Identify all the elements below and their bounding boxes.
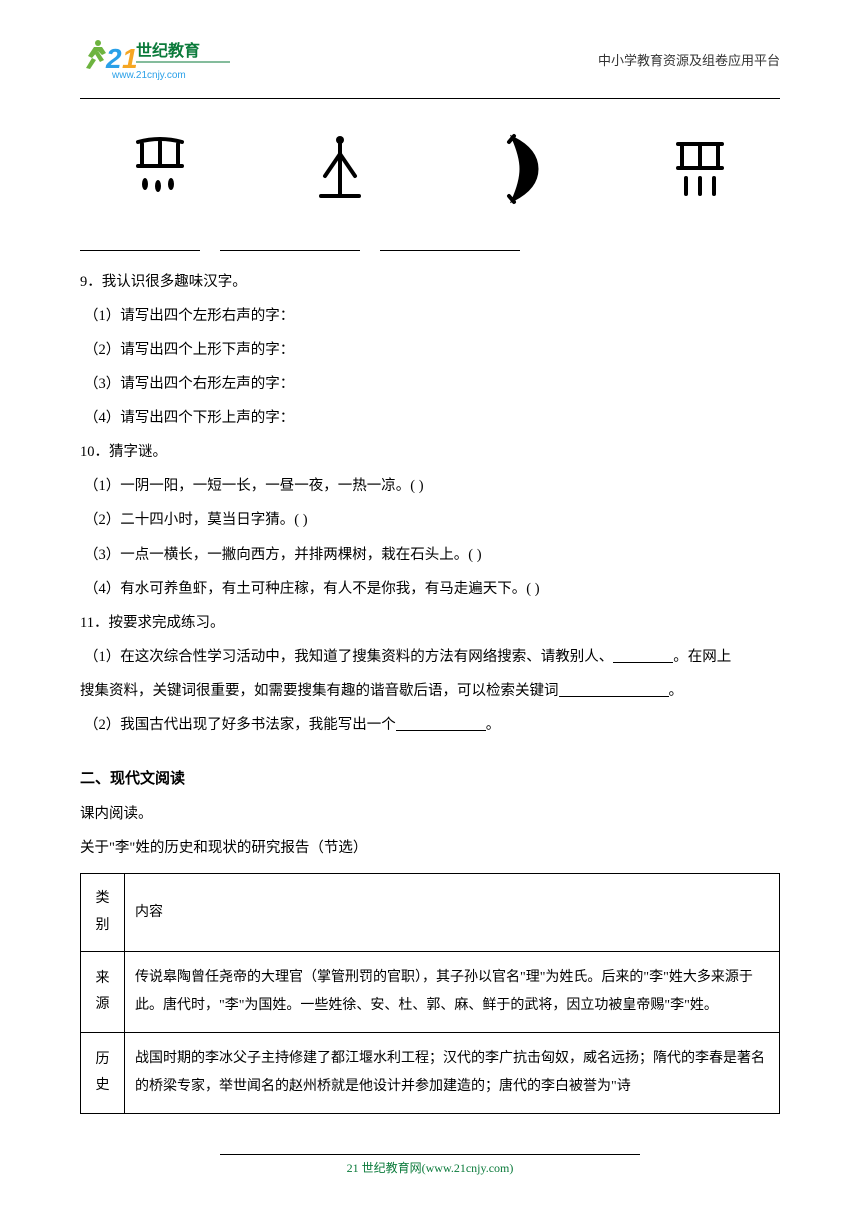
q10-item-3: （3）一点一横长，一撇向西方，并排两棵树，栽在石头上。( ) bbox=[80, 538, 780, 572]
glyph-1 bbox=[120, 129, 200, 209]
ancient-glyph-row bbox=[80, 129, 780, 209]
glyph-3 bbox=[480, 129, 560, 209]
table-content-history: 战国时期的李冰父子主持修建了都江堰水利工程；汉代的李广抗击匈奴，威名远扬；隋代的… bbox=[125, 1033, 780, 1114]
table-header-cat: 类别 bbox=[81, 874, 125, 952]
q9-item-2: （2）请写出四个上形下声的字： bbox=[80, 333, 780, 367]
logo-svg: 2 1 世纪教育 www.21cnjy.com bbox=[80, 38, 240, 82]
q11-p1-b: 。在网上 bbox=[673, 649, 731, 665]
q11-part1-line1: （1）在这次综合性学习活动中，我知道了搜集资料的方法有网络搜索、请教别人、 。在网… bbox=[80, 640, 780, 674]
q9-item-1: （1）请写出四个左形右声的字： bbox=[80, 299, 780, 333]
q9-title: 9．我认识很多趣味汉字。 bbox=[80, 265, 780, 299]
section-2-sub2: 关于"李"姓的历史和现状的研究报告（节选） bbox=[80, 831, 780, 865]
table-cat-history: 历史 bbox=[81, 1033, 125, 1114]
glyph-answer-blanks bbox=[80, 233, 780, 251]
q11-p1-d: 。 bbox=[669, 683, 684, 699]
q11-fill-1[interactable] bbox=[613, 662, 673, 663]
blank-1[interactable] bbox=[80, 233, 200, 251]
glyph-2 bbox=[300, 129, 380, 209]
svg-text:世纪教育: 世纪教育 bbox=[136, 41, 200, 60]
section-2-heading: 二、现代文阅读 bbox=[80, 762, 780, 797]
table-row: 类别 内容 bbox=[81, 874, 780, 952]
q11-part1-line2: 搜集资料，关键词很重要，如需要搜集有趣的谐音歇后语，可以检索关键词 。 bbox=[80, 674, 780, 708]
table-row: 历史 战国时期的李冰父子主持修建了都江堰水利工程；汉代的李广抗击匈奴，威名远扬；… bbox=[81, 1033, 780, 1114]
q11-p2-b: 。 bbox=[486, 717, 501, 733]
q10-item-2: （2）二十四小时，莫当日字猜。( ) bbox=[80, 503, 780, 537]
table-row: 来源 传说皋陶曾任尧帝的大理官（掌管刑罚的官职），其子孙以官名"理"为姓氏。后来… bbox=[81, 952, 780, 1033]
section-2-sub1: 课内阅读。 bbox=[80, 797, 780, 831]
q10-item-1: （1）一阴一阳，一短一长，一昼一夜，一热一凉。( ) bbox=[80, 469, 780, 503]
footer-rule bbox=[220, 1154, 640, 1155]
q11-p1-c: 搜集资料，关键词很重要，如需要搜集有趣的谐音歇后语，可以检索关键词 bbox=[80, 683, 559, 699]
q11-fill-3[interactable] bbox=[396, 730, 486, 731]
logo: 2 1 世纪教育 www.21cnjy.com bbox=[80, 38, 240, 87]
q9-item-3: （3）请写出四个右形左声的字： bbox=[80, 367, 780, 401]
q11-part2: （2）我国古代出现了好多书法家，我能写出一个 。 bbox=[80, 708, 780, 742]
q9-item-4: （4）请写出四个下形上声的字： bbox=[80, 401, 780, 435]
blank-3[interactable] bbox=[380, 233, 520, 251]
table-header-content: 内容 bbox=[125, 874, 780, 952]
table-cat-origin: 来源 bbox=[81, 952, 125, 1033]
footer-text: 21 世纪教育网(www.21cnjy.com) bbox=[0, 1159, 860, 1176]
table-content-origin: 传说皋陶曾任尧帝的大理官（掌管刑罚的官职），其子孙以官名"理"为姓氏。后来的"李… bbox=[125, 952, 780, 1033]
page-header: 2 1 世纪教育 www.21cnjy.com 中小学教育资源及组卷应用平台 bbox=[80, 38, 780, 88]
blank-2[interactable] bbox=[220, 233, 360, 251]
q11-p1-a: （1）在这次综合性学习活动中，我知道了搜集资料的方法有网络搜索、请教别人、 bbox=[84, 649, 613, 665]
q10-title: 10．猜字谜。 bbox=[80, 435, 780, 469]
header-subtitle: 中小学教育资源及组卷应用平台 bbox=[598, 50, 780, 69]
q10-item-4: （4）有水可养鱼虾，有土可种庄稼，有人不是你我，有马走遍天下。( ) bbox=[80, 572, 780, 606]
q11-p2-a: （2）我国古代出现了好多书法家，我能写出一个 bbox=[84, 717, 396, 733]
svg-text:www.21cnjy.com: www.21cnjy.com bbox=[111, 70, 186, 81]
page-footer: 21 世纪教育网(www.21cnjy.com) bbox=[0, 1154, 860, 1176]
q11-title: 11．按要求完成练习。 bbox=[80, 606, 780, 640]
page: 2 1 世纪教育 www.21cnjy.com 中小学教育资源及组卷应用平台 bbox=[0, 0, 860, 1216]
research-table: 类别 内容 来源 传说皋陶曾任尧帝的大理官（掌管刑罚的官职），其子孙以官名"理"… bbox=[80, 873, 780, 1114]
q11-fill-2[interactable] bbox=[559, 696, 669, 697]
header-rule bbox=[80, 98, 780, 99]
glyph-4 bbox=[660, 129, 740, 209]
